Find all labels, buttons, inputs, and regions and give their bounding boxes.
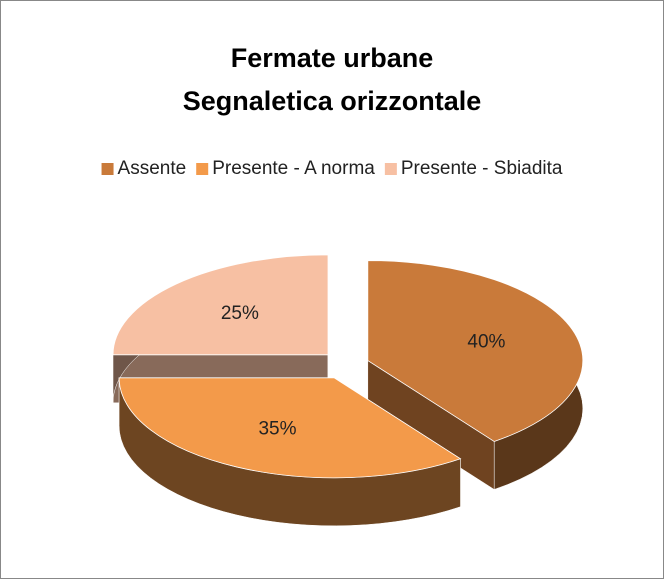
legend-label: Presente - A norma	[212, 158, 375, 179]
legend-label: Assente	[118, 158, 187, 179]
slice: 40%	[367, 260, 584, 490]
data-label: 40%	[467, 332, 505, 353]
slice-top	[118, 377, 462, 479]
pie: 25% 40% 35%	[112, 254, 584, 527]
legend-swatch	[196, 163, 209, 175]
slice-top	[112, 254, 329, 356]
data-label: 35%	[258, 419, 296, 440]
slice: 35%	[118, 377, 462, 527]
data-label: 25%	[221, 303, 259, 324]
legend-swatch	[101, 163, 114, 175]
chart-title: Fermate urbane	[231, 43, 434, 73]
legend: Assente Presente - A norma Presente - Sbia…	[101, 158, 563, 179]
slice-top	[367, 260, 584, 442]
legend-label: Presente - Sbiadita	[401, 158, 563, 179]
legend-swatch	[384, 163, 397, 175]
chart-title: Segnaletica orizzontale	[183, 86, 482, 116]
